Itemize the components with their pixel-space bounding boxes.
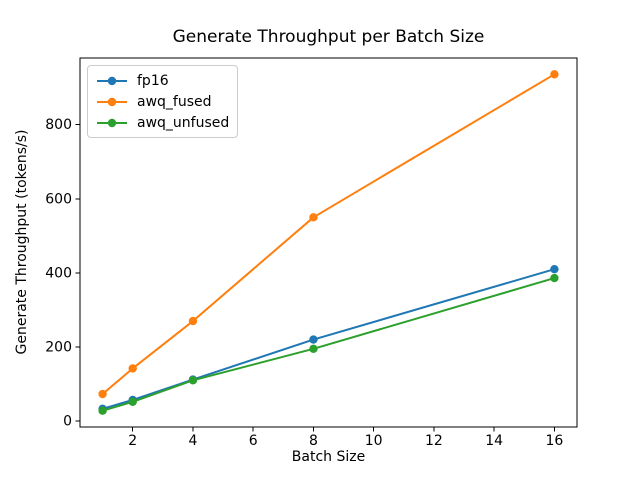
- series-line-awq_unfused: [102, 277, 555, 412]
- data-point-awq_unfused: [188, 376, 198, 385]
- data-point-awq_fused: [309, 213, 318, 222]
- y-tick-label: 400: [45, 265, 72, 281]
- legend-line-marker-sample: [97, 76, 127, 85]
- data-point-fp16: [309, 335, 318, 344]
- legend-label: awq_unfused: [137, 114, 230, 131]
- y-axis-label: Generate Throughput (tokens/s): [14, 129, 30, 355]
- x-tick-label: 14: [485, 433, 503, 449]
- y-tick-label: 0: [63, 414, 72, 430]
- y-tick-label: 600: [45, 191, 72, 207]
- legend-line-marker-sample: [97, 97, 127, 106]
- data-point-awq_fused: [188, 316, 198, 326]
- legend-label: fp16: [137, 72, 169, 89]
- legend-entry-awq-unfused: awq_unfused: [95, 112, 229, 133]
- data-point-awq_unfused: [98, 406, 107, 415]
- x-tick-label: 12: [425, 433, 443, 449]
- x-tick-label: 2: [128, 433, 137, 449]
- x-tick-label: 16: [545, 433, 563, 449]
- data-point-awq_unfused: [309, 344, 318, 354]
- x-tick-label: 4: [188, 433, 197, 449]
- data-point-awq_unfused: [550, 273, 559, 283]
- legend-label: awq_fused: [137, 93, 212, 110]
- y-tick-label: 800: [45, 117, 72, 133]
- legend-entry-awq-fused: awq_fused: [95, 91, 229, 112]
- data-point-awq_fused: [550, 70, 559, 79]
- x-tick-label: 10: [365, 433, 383, 449]
- data-point-fp16: [550, 264, 559, 274]
- legend-line-marker-sample: [97, 118, 127, 127]
- x-axis-label: Batch Size: [291, 449, 366, 465]
- x-tick-label: 6: [249, 433, 258, 449]
- legend-entry-fp16: fp16: [95, 70, 229, 91]
- data-point-awq_fused: [128, 364, 137, 373]
- chart-title: Generate Throughput per Batch Size: [172, 27, 485, 47]
- plot-area-spines: [79, 57, 578, 428]
- x-tick-label: 8: [309, 433, 318, 449]
- legend: fp16 awq_fused awq_unfused: [87, 65, 239, 138]
- data-point-awq_fused: [98, 389, 107, 399]
- y-tick-label: 200: [45, 339, 72, 355]
- data-point-awq_unfused: [128, 397, 137, 407]
